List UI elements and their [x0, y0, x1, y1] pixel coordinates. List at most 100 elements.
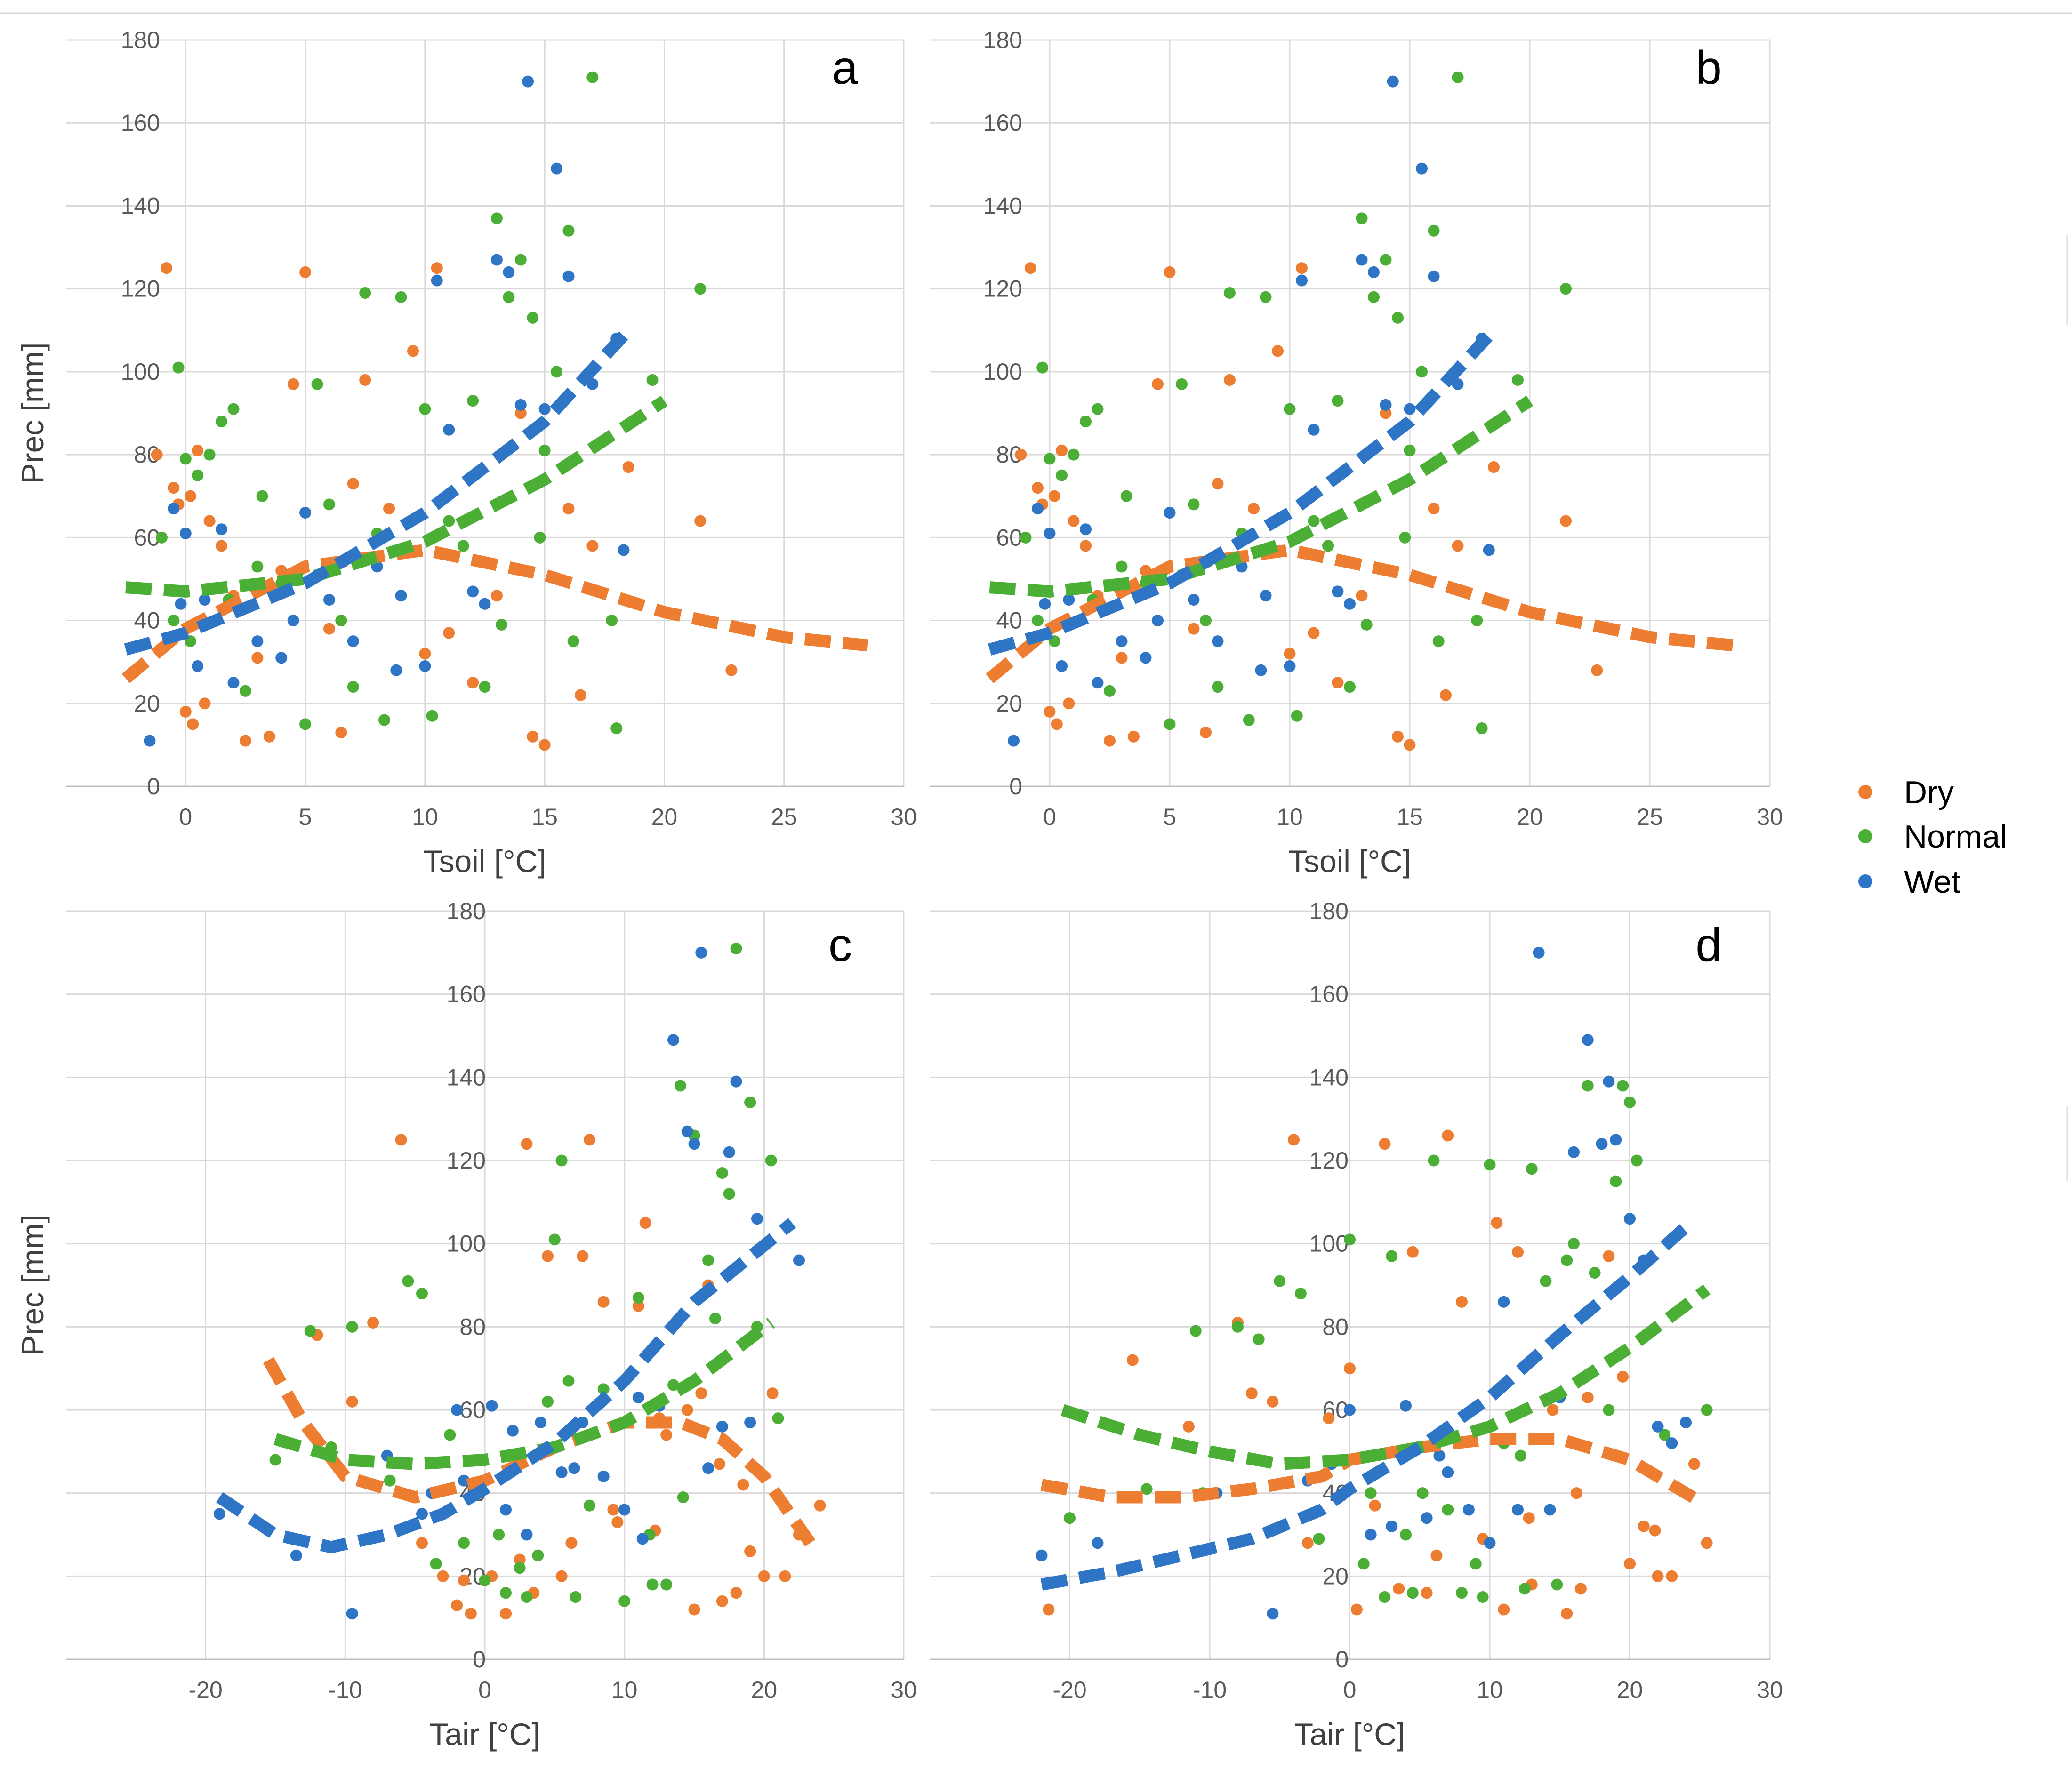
point-normal: [716, 1167, 728, 1179]
point-normal: [479, 681, 491, 693]
legend-label-normal: Normal: [1904, 819, 2007, 855]
point-normal: [562, 1375, 575, 1387]
point-wet: [1404, 403, 1416, 415]
point-dry: [562, 503, 575, 515]
point-normal: [1116, 560, 1128, 573]
panel-label-a: a: [832, 41, 858, 94]
point-normal: [311, 378, 323, 390]
point-dry: [744, 1545, 756, 1557]
y-axis-title: Prec [mm]: [15, 1215, 50, 1356]
x-tick-label: 25: [771, 804, 797, 830]
point-normal: [1120, 490, 1132, 502]
point-normal: [538, 444, 551, 456]
point-wet: [1610, 1134, 1622, 1146]
point-wet: [1188, 594, 1200, 606]
point-dry: [1547, 1404, 1559, 1416]
point-normal: [1200, 615, 1212, 627]
x-tick-label: 10: [412, 804, 438, 830]
panel-label-c: c: [828, 919, 852, 971]
point-wet: [751, 1213, 763, 1225]
point-wet: [568, 1462, 580, 1474]
point-dry: [574, 689, 586, 701]
point-dry: [437, 1570, 449, 1582]
point-normal: [1416, 1487, 1429, 1499]
point-normal: [1380, 254, 1392, 266]
point-dry: [538, 739, 551, 751]
point-wet: [287, 615, 299, 627]
point-dry: [758, 1570, 770, 1582]
panel-label-b: b: [1695, 41, 1722, 94]
point-wet: [1039, 598, 1051, 610]
trend-line-dry: [1040, 1433, 1703, 1507]
point-normal: [534, 531, 546, 544]
y-tick-label: 80: [1322, 1313, 1349, 1340]
point-normal: [765, 1154, 777, 1167]
point-normal: [744, 1096, 756, 1108]
point-dry: [1048, 490, 1060, 502]
point-normal: [570, 1591, 582, 1603]
point-dry: [1582, 1392, 1594, 1403]
point-normal: [444, 1429, 456, 1441]
point-wet: [636, 1533, 649, 1545]
point-wet: [1568, 1146, 1580, 1158]
x-tick-label: 30: [1757, 1677, 1783, 1703]
y-tick-label: 40: [996, 608, 1022, 634]
point-wet: [1365, 1529, 1377, 1541]
point-dry: [514, 407, 527, 419]
point-normal: [1514, 1449, 1526, 1462]
point-normal: [1701, 1404, 1713, 1416]
point-wet: [1255, 664, 1267, 676]
y-tick-label: 120: [1309, 1147, 1349, 1174]
point-wet: [1344, 1404, 1356, 1416]
point-normal: [378, 714, 390, 726]
point-wet: [1666, 1437, 1678, 1449]
y-tick-label: 20: [996, 690, 1022, 717]
x-tick-label: 0: [179, 804, 192, 830]
point-wet: [1164, 506, 1176, 519]
point-normal: [172, 361, 185, 374]
point-wet: [346, 1608, 358, 1620]
point-normal: [1400, 1529, 1412, 1541]
point-dry: [451, 1599, 463, 1611]
point-dry: [632, 1300, 644, 1312]
point-wet: [1533, 946, 1545, 959]
point-normal: [1176, 378, 1188, 390]
y-tick-label: 0: [1009, 773, 1022, 800]
point-normal: [1568, 1238, 1580, 1250]
point-dry: [555, 1570, 568, 1582]
point-normal: [1432, 635, 1445, 648]
y-tick-label: 180: [1309, 898, 1349, 924]
trend-line-wet: [124, 326, 633, 656]
point-wet: [1116, 635, 1128, 648]
y-tick-label: 180: [121, 27, 160, 53]
y-tick-label: 100: [447, 1231, 486, 1257]
point-dry: [467, 677, 479, 689]
point-normal: [1365, 1487, 1377, 1499]
point-dry: [216, 540, 228, 552]
point-wet: [716, 1420, 728, 1433]
point-dry: [1442, 1129, 1454, 1142]
point-normal: [359, 287, 371, 299]
point-normal: [1416, 366, 1428, 378]
point-dry: [660, 1429, 673, 1441]
legend-label-dry: Dry: [1904, 775, 1954, 810]
y-tick-label: 160: [1309, 981, 1349, 1008]
point-dry: [1350, 1603, 1363, 1616]
x-tick-label: 0: [1043, 804, 1056, 830]
point-wet: [667, 1034, 679, 1046]
point-wet: [1603, 1075, 1615, 1088]
point-dry: [1701, 1537, 1713, 1549]
point-normal: [1357, 1558, 1370, 1570]
y-tick-label: 100: [121, 359, 160, 385]
point-normal: [597, 1383, 610, 1395]
point-normal: [1551, 1578, 1563, 1591]
point-dry: [346, 1395, 358, 1408]
point-normal: [1260, 291, 1272, 303]
point-normal: [335, 615, 347, 627]
point-dry: [1032, 482, 1044, 494]
point-dry: [1406, 1246, 1419, 1258]
point-wet: [1387, 75, 1399, 88]
point-wet: [1152, 615, 1164, 627]
